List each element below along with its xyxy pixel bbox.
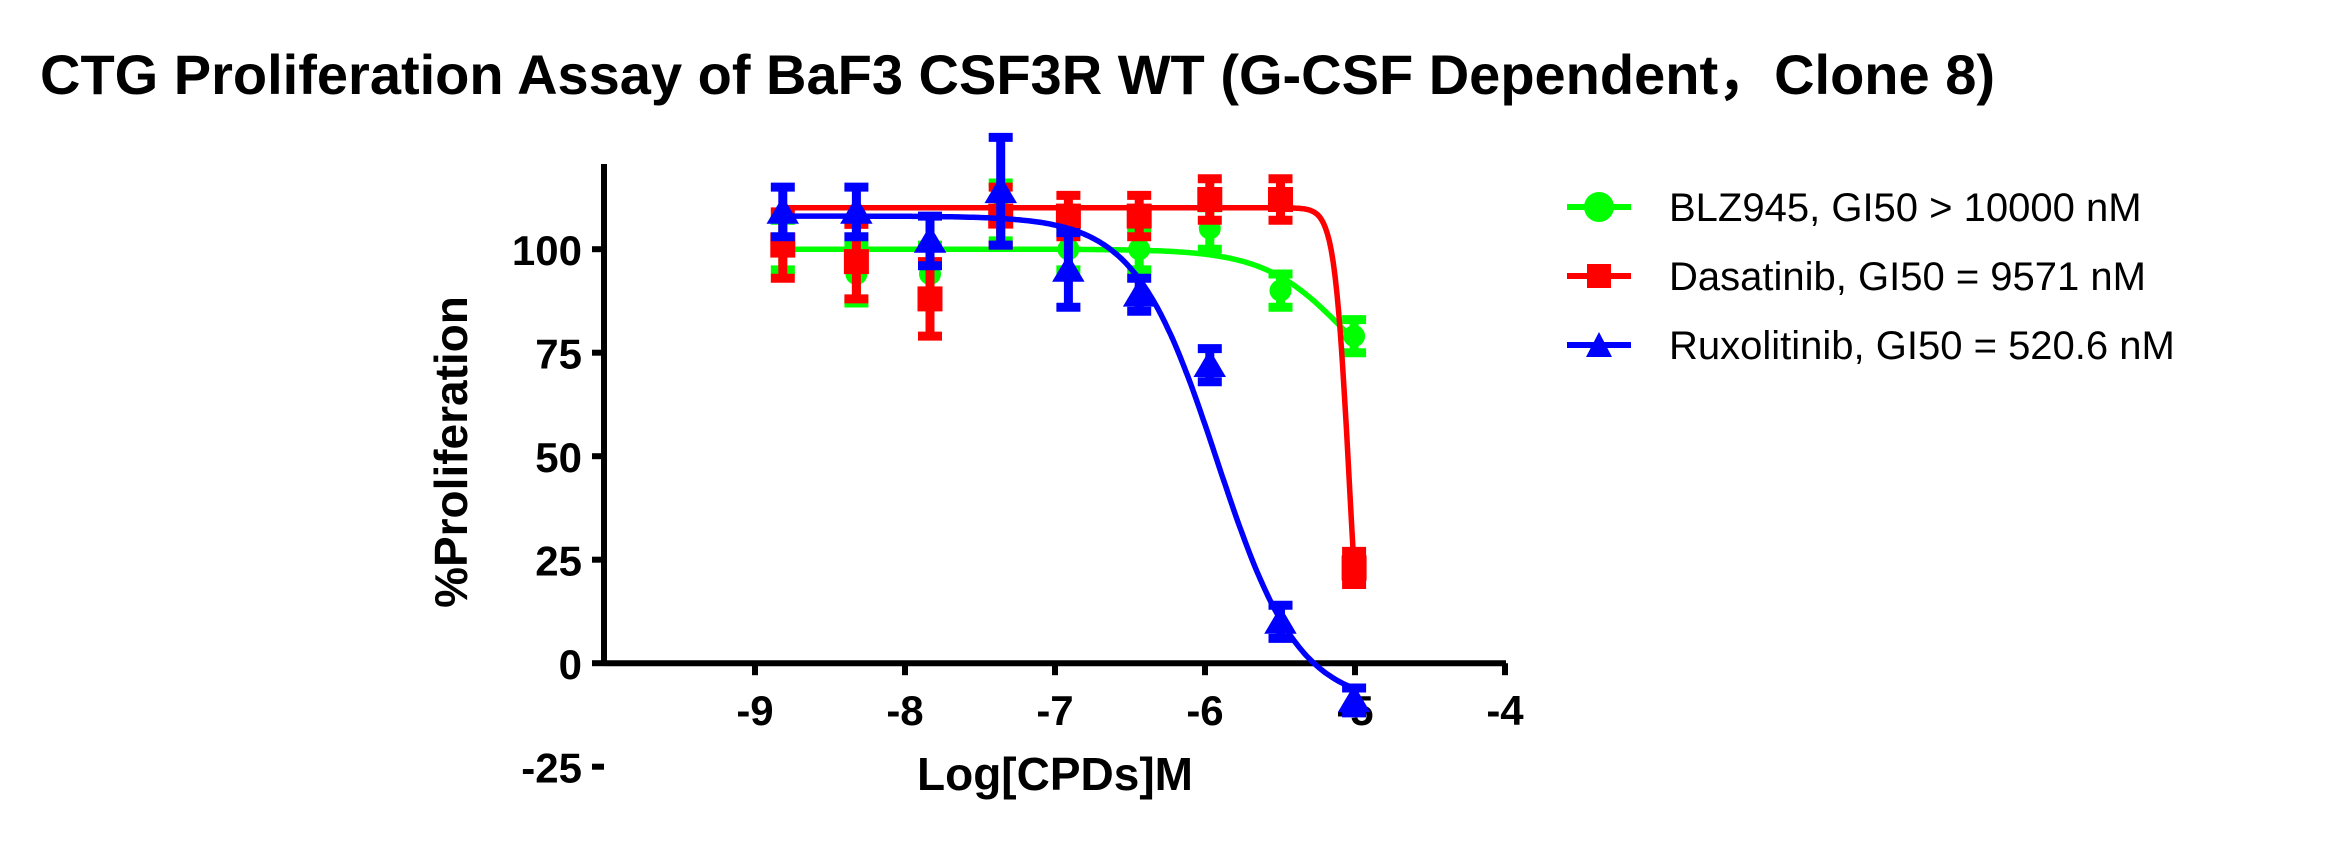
svg-text:-4: -4 — [1486, 687, 1524, 734]
svg-text:75: 75 — [535, 331, 582, 378]
svg-text:Ruxolitinib, GI50 = 520.6 nM: Ruxolitinib, GI50 = 520.6 nM — [1669, 324, 2175, 368]
svg-text:%Proliferation: %Proliferation — [425, 296, 477, 608]
svg-text:-9: -9 — [736, 687, 773, 734]
svg-text:Log[CPDs]M: Log[CPDs]M — [917, 748, 1193, 800]
svg-text:25: 25 — [535, 538, 582, 585]
svg-text:Dasatinib, GI50 = 9571 nM: Dasatinib, GI50 = 9571 nM — [1669, 255, 2146, 299]
svg-text:BLZ945, GI50 > 10000 nM: BLZ945, GI50 > 10000 nM — [1669, 186, 2142, 230]
svg-text:100: 100 — [512, 227, 582, 274]
svg-text:50: 50 — [535, 434, 582, 481]
svg-text:-7: -7 — [1036, 687, 1073, 734]
svg-text:-8: -8 — [886, 687, 923, 734]
svg-text:-6: -6 — [1186, 687, 1223, 734]
svg-text:-25: -25 — [521, 745, 582, 792]
svg-text:0: 0 — [559, 641, 582, 688]
